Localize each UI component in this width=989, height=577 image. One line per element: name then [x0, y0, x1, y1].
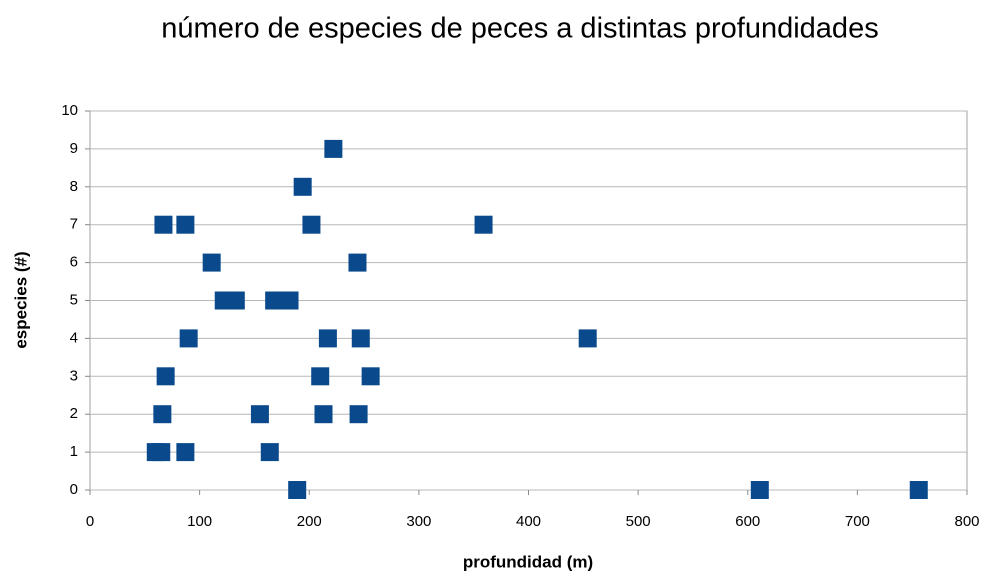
x-tick-label: 0 — [86, 513, 94, 530]
x-tick-label: 500 — [626, 513, 651, 530]
y-tick-label: 1 — [70, 443, 78, 460]
marker — [250, 405, 269, 424]
x-tick-label: 100 — [187, 513, 212, 530]
y-tick-label: 9 — [70, 140, 78, 157]
marker — [318, 329, 337, 348]
marker — [351, 329, 370, 348]
y-tick-label: 6 — [70, 254, 78, 271]
marker — [152, 443, 171, 462]
y-tick-label: 0 — [70, 481, 78, 498]
marker — [293, 177, 312, 196]
y-tick-label: 8 — [70, 178, 78, 195]
marker — [302, 215, 321, 234]
marker — [311, 367, 330, 386]
marker — [176, 215, 195, 234]
marker — [260, 443, 279, 462]
marker — [179, 329, 198, 348]
marker — [153, 405, 172, 424]
y-tick-label: 2 — [70, 405, 78, 422]
marker — [288, 481, 307, 499]
chart-title: número de especies de peces a distintas … — [161, 13, 878, 45]
marker — [265, 291, 284, 310]
x-tick-label: 800 — [954, 513, 979, 530]
marker — [361, 367, 380, 386]
y-tick-label: 5 — [70, 291, 78, 308]
marker — [348, 253, 367, 272]
marker — [226, 291, 245, 310]
marker — [154, 215, 173, 234]
x-tick-label: 700 — [845, 513, 870, 530]
x-tick-label: 300 — [406, 513, 431, 530]
y-axis-label: especies (#) — [11, 251, 30, 348]
marker — [349, 405, 368, 424]
x-axis-label: profundidad (m) — [463, 552, 593, 571]
marker — [202, 253, 221, 272]
y-tick-label: 7 — [70, 216, 78, 233]
marker — [314, 405, 333, 424]
marker — [909, 481, 928, 499]
y-tick-label: 4 — [70, 329, 78, 346]
marker — [280, 291, 299, 310]
x-tick-label: 600 — [735, 513, 760, 530]
x-tick-label: 200 — [297, 513, 322, 530]
y-tick-label: 10 — [61, 102, 78, 119]
marker — [750, 481, 769, 499]
marker — [176, 443, 195, 462]
marker — [474, 215, 493, 234]
y-tick-label: 3 — [70, 367, 78, 384]
marker — [578, 329, 597, 348]
x-tick-label: 400 — [516, 513, 541, 530]
marker — [156, 367, 175, 386]
marker — [324, 139, 343, 158]
